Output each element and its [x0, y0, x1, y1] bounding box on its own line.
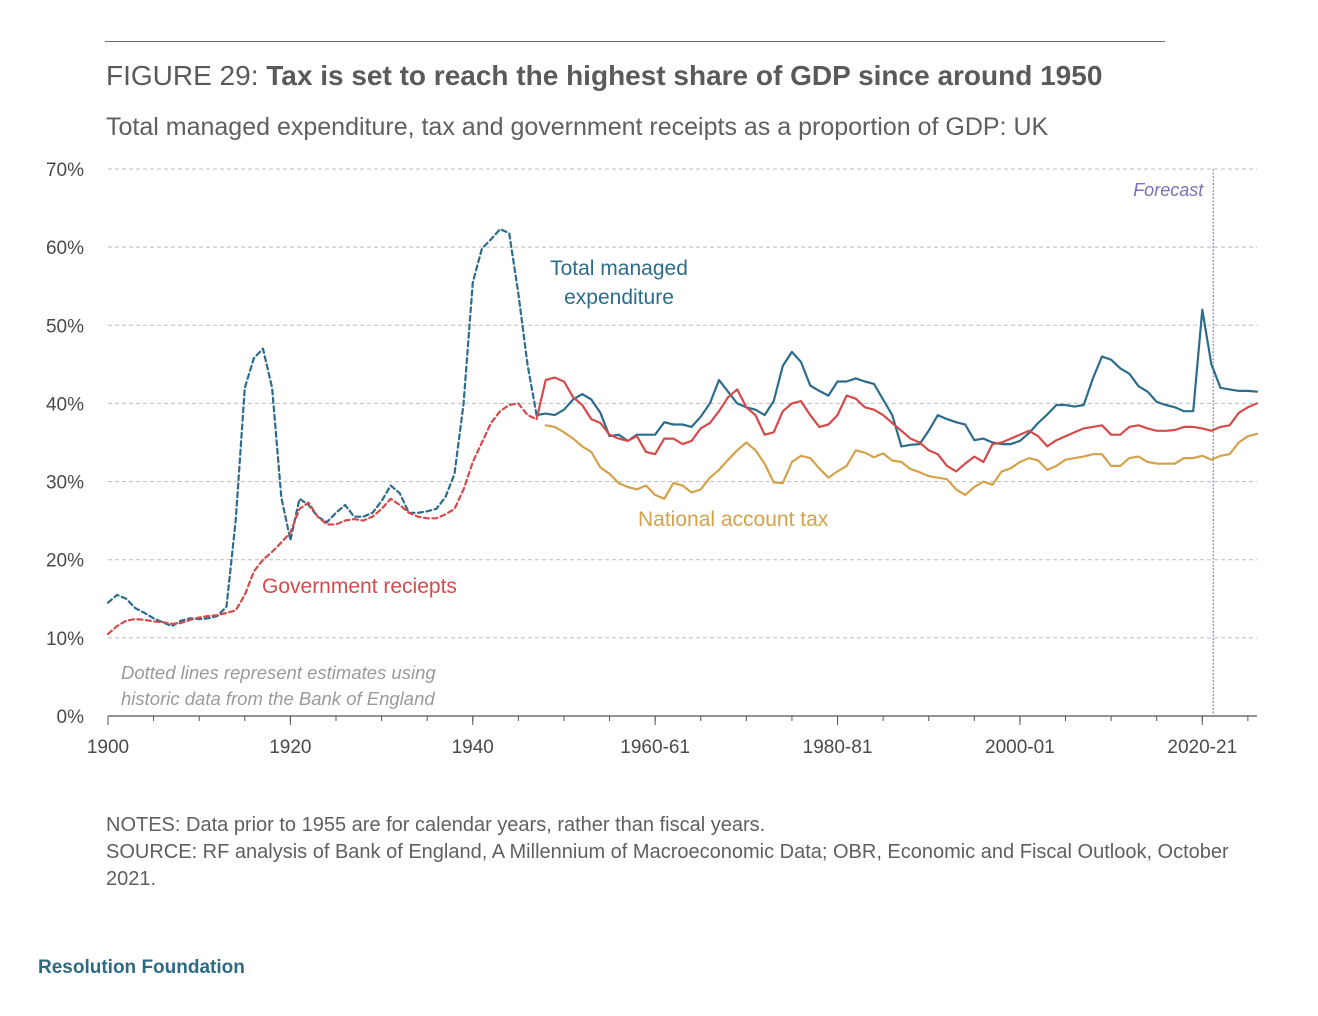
forecast-label: Forecast	[1133, 180, 1204, 200]
y-tick-label: 30%	[46, 473, 84, 494]
x-tick-label: 2000-01	[985, 737, 1055, 758]
y-tick-label: 0%	[57, 707, 85, 728]
x-tick-label: 1960-61	[620, 737, 690, 758]
figure-number: FIGURE 29:	[106, 60, 267, 91]
x-tick-label: 1940	[452, 737, 494, 758]
series-line-national-account-tax-solid	[544, 424, 1259, 500]
x-tick-label: 2020-21	[1167, 737, 1237, 758]
y-tick-label: 50%	[46, 316, 84, 337]
source-text: SOURCE: RF analysis of Bank of England, …	[106, 841, 1229, 890]
brand-logo-text: Resolution Foundation	[38, 957, 245, 978]
figure-title-text: Tax is set to reach the highest share of…	[266, 60, 1103, 91]
series-label-tme: Total managed	[550, 257, 688, 280]
historic-note-text: Dotted lines represent estimates using	[121, 662, 436, 683]
line-chart: 0% 10% 20% 30% 40% 50% 60% 70% 1900 1920 1940 1960-…	[46, 160, 1259, 758]
series-label-tme: expenditure	[564, 286, 674, 309]
x-tick-label: 1980-81	[803, 737, 873, 758]
series-label-receipts: Government reciepts	[262, 575, 457, 598]
top-rule	[105, 41, 1165, 42]
y-tick-label: 40%	[46, 394, 84, 415]
figure-title: FIGURE 29: Tax is set to reach the highe…	[106, 60, 1102, 92]
historic-note-text: historic data from the Bank of England	[121, 688, 435, 709]
y-tick-label: 70%	[46, 160, 84, 181]
series-label-tax: National account tax	[638, 508, 829, 531]
series-line-total-managed-expenditure-solid	[535, 308, 1259, 448]
series-line-total-managed-expenditure-dashed	[106, 228, 538, 628]
x-tick-label: 1920	[269, 737, 311, 758]
y-tick-label: 10%	[46, 629, 84, 650]
notes-text: NOTES: Data prior to 1955 are for calend…	[106, 814, 766, 836]
chart-notes: NOTES: Data prior to 1955 are for calend…	[106, 812, 1256, 893]
x-tick-label: 1900	[87, 737, 129, 758]
series-line-government-receipts-solid	[535, 376, 1259, 473]
y-tick-label: 60%	[46, 238, 84, 259]
series-line-government-receipts-dashed	[106, 402, 538, 636]
chart-subtitle: Total managed expenditure, tax and gover…	[106, 113, 1049, 141]
y-tick-label: 20%	[46, 551, 84, 572]
